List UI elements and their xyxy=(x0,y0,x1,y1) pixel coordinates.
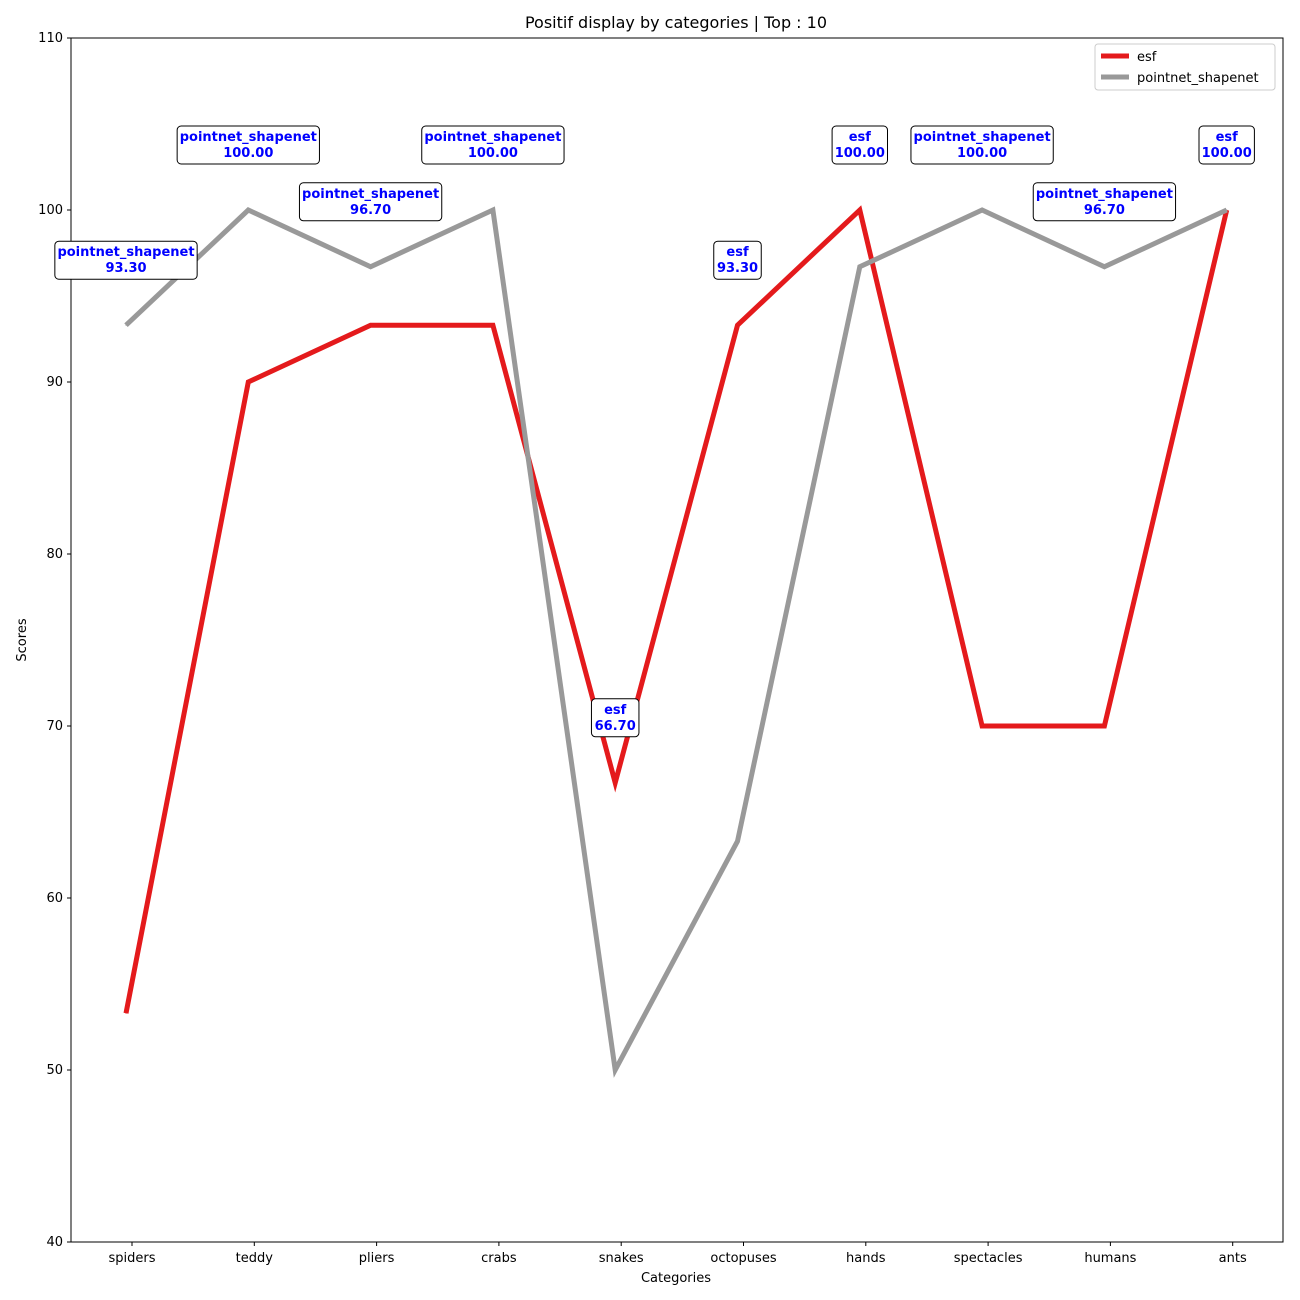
annotation-label: pointnet_shapenet xyxy=(914,130,1051,145)
y-tick-label: 110 xyxy=(38,31,63,46)
annotation-value: 100.00 xyxy=(957,146,1007,161)
annotation-value: 66.70 xyxy=(595,719,636,734)
y-tick-label: 100 xyxy=(38,203,63,218)
x-tick-label: crabs xyxy=(481,1251,517,1266)
x-tick-label: ants xyxy=(1219,1251,1247,1266)
annotation-value: 96.70 xyxy=(1084,203,1125,218)
x-tick-label: spiders xyxy=(108,1251,155,1266)
x-tick-label: snakes xyxy=(599,1251,644,1266)
data-point-pointnet_shapenet xyxy=(737,840,738,842)
annotation-label: pointnet_shapenet xyxy=(424,130,561,145)
data-point-esf xyxy=(859,209,861,211)
data-point-esf xyxy=(737,324,738,326)
data-point-esf xyxy=(981,725,983,727)
data-point-pointnet_shapenet xyxy=(981,209,983,211)
y-tick-label: 50 xyxy=(46,1063,63,1078)
data-point-pointnet_shapenet xyxy=(370,266,372,268)
y-axis-label: Scores xyxy=(15,618,30,661)
annotation-label: esf xyxy=(1216,130,1239,145)
legend-box xyxy=(1094,43,1276,91)
y-tick-label: 60 xyxy=(46,891,63,906)
annotation-box xyxy=(176,125,320,165)
data-point-pointnet_shapenet xyxy=(859,266,861,268)
plot-area: 40 50 60 70 80 90 100 110 spiders teddy pliers crab… xyxy=(38,31,1284,1266)
annotation-value: 100.00 xyxy=(835,146,885,161)
annotation-value: 100.00 xyxy=(223,146,273,161)
data-point-esf xyxy=(125,1012,127,1014)
annotation-label: pointnet_shapenet xyxy=(1036,187,1173,202)
annotation-box xyxy=(831,125,888,165)
x-tick-label: hands xyxy=(846,1251,886,1266)
data-point-esf xyxy=(247,381,249,383)
series-line-esf xyxy=(123,205,1230,1014)
annotation-label: pointnet_shapenet xyxy=(57,245,194,260)
annotation-value: 93.30 xyxy=(105,261,146,276)
annotation-label: esf xyxy=(726,245,749,260)
y-tick-label: 70 xyxy=(46,719,63,734)
chart-title: Positif display by categories | Top : 10 xyxy=(525,13,827,32)
y-tick-label: 40 xyxy=(46,1235,63,1250)
annotation-box xyxy=(713,240,762,280)
series-line-pointnet_shapenet xyxy=(124,206,1228,1078)
annotation-box xyxy=(421,125,565,165)
data-point-pointnet_shapenet xyxy=(492,209,494,211)
annotation-label: esf xyxy=(849,130,872,145)
x-axis-label: Categories xyxy=(641,1271,711,1286)
plot-frame xyxy=(70,37,1284,1243)
annotation-value: 96.70 xyxy=(350,203,391,218)
annotation-value: 100.00 xyxy=(1202,146,1252,161)
data-point-esf xyxy=(370,324,372,326)
annotation-box xyxy=(1032,182,1177,222)
y-tick-label: 80 xyxy=(46,547,63,562)
x-tick-label: teddy xyxy=(236,1251,274,1266)
data-point-pointnet_shapenet xyxy=(125,324,127,326)
data-point-pointnet_shapenet xyxy=(614,1069,616,1071)
annotation-value: 100.00 xyxy=(468,146,518,161)
x-tick-label: spectacles xyxy=(954,1251,1023,1266)
data-point-esf xyxy=(1103,725,1105,727)
data-point-esf xyxy=(492,324,494,326)
data-point-pointnet_shapenet xyxy=(247,209,249,211)
annotation-box xyxy=(54,240,198,280)
annotation-label: esf xyxy=(604,703,627,718)
x-tick-label: pliers xyxy=(359,1251,395,1266)
annotation-value: 93.30 xyxy=(717,261,758,276)
annotation-label: pointnet_shapenet xyxy=(180,130,317,145)
annotation-box xyxy=(590,698,640,738)
data-point-pointnet_shapenet xyxy=(1226,209,1228,211)
annotation-label: pointnet_shapenet xyxy=(302,187,439,202)
data-point-pointnet_shapenet xyxy=(1103,266,1105,268)
y-tick-label: 90 xyxy=(46,375,63,390)
legend-label-pointnet_shapenet: pointnet_shapenet xyxy=(1137,71,1259,86)
data-point-esf xyxy=(614,782,616,784)
x-tick-label: octopuses xyxy=(710,1251,776,1266)
annotation-box xyxy=(1198,125,1255,165)
x-tick-label: humans xyxy=(1084,1251,1136,1266)
legend-label-esf: esf xyxy=(1137,50,1157,65)
annotation-box xyxy=(910,125,1054,165)
annotation-box xyxy=(298,182,443,222)
